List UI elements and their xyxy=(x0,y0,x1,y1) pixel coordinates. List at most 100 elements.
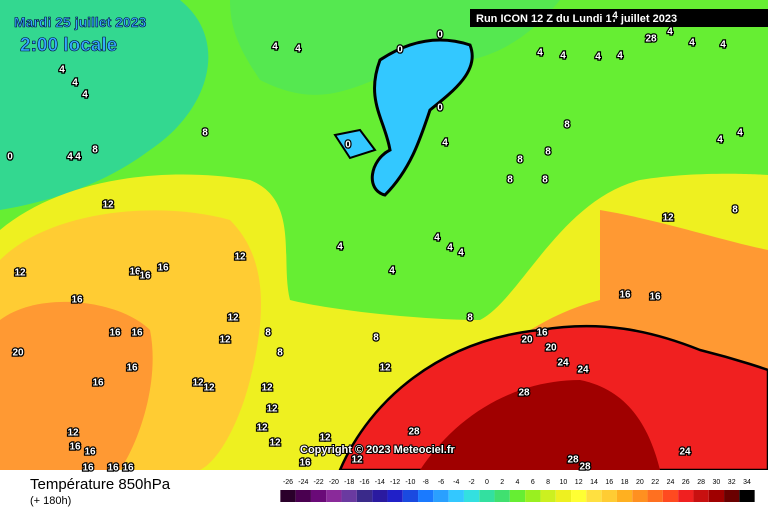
contour-label: 12 xyxy=(219,335,231,346)
contour-label: 4 xyxy=(720,40,726,51)
color-scale: -26 -24 -22 -20 -18 -16 -14 -12 -10 -8 -6 -4 -2 0 2 4 6 8… xyxy=(280,479,755,502)
scale-label: -16 xyxy=(359,479,369,486)
color-swatch xyxy=(356,490,373,502)
color-swatch xyxy=(341,490,357,502)
scale-label: 28 xyxy=(697,479,705,486)
contour-label: 8 xyxy=(545,147,551,158)
color-swatch xyxy=(739,490,755,502)
color-swatch xyxy=(678,490,694,502)
color-swatch xyxy=(555,490,572,502)
color-swatch xyxy=(693,490,709,502)
contour-label: 4 xyxy=(442,138,448,149)
extreme-region xyxy=(420,380,660,470)
contour-label: 4 xyxy=(75,152,81,163)
valid-time: 2:00 locale xyxy=(20,35,117,56)
contour-label: 12 xyxy=(266,404,278,415)
contour-label: 12 xyxy=(102,200,114,211)
contour-label: 16 xyxy=(131,328,143,339)
contour-label: 12 xyxy=(269,438,281,449)
run-banner xyxy=(470,9,768,27)
scale-label: 0 xyxy=(485,479,489,486)
copyright: Copyright © 2023 Meteociel.fr xyxy=(300,444,456,456)
run-info: Run ICON 12 Z du Lundi 17 juillet 2023 xyxy=(476,13,677,25)
color-swatch xyxy=(387,490,403,502)
color-swatch xyxy=(433,490,449,502)
contour-label: 16 xyxy=(299,458,311,469)
color-swatch xyxy=(418,490,434,502)
contour-label: 8 xyxy=(542,175,548,186)
contour-label: 4 xyxy=(612,11,618,22)
contour-label: 16 xyxy=(84,447,96,458)
contour-label: 16 xyxy=(92,378,104,389)
color-swatch xyxy=(525,490,541,502)
contour-label: 4 xyxy=(595,52,601,63)
contour-label: 16 xyxy=(157,263,169,274)
contour-label: 16 xyxy=(82,463,94,474)
contour-label: 0 xyxy=(437,103,443,114)
contour-label: 4 xyxy=(67,152,73,163)
valid-date: Mardi 25 juillet 2023 xyxy=(14,14,146,30)
contour-label: 4 xyxy=(458,248,464,259)
scale-label: -24 xyxy=(298,479,308,486)
scale-label: 14 xyxy=(590,479,598,486)
color-swatch xyxy=(601,490,617,502)
scale-label: 34 xyxy=(743,479,751,486)
contour-label: 4 xyxy=(717,135,723,146)
contour-label: 16 xyxy=(139,271,151,282)
contour-label: 12 xyxy=(319,433,331,444)
color-swatch xyxy=(402,490,419,502)
color-swatch xyxy=(295,490,311,502)
contour-label: 4 xyxy=(689,38,695,49)
color-swatch xyxy=(708,490,725,502)
color-swatch xyxy=(310,490,327,502)
scale-label: 30 xyxy=(713,479,721,486)
cold-region xyxy=(0,0,209,210)
color-swatch xyxy=(326,490,342,502)
cold-pool-small xyxy=(333,128,377,160)
cold-pool xyxy=(370,38,474,197)
contour-label: 16 xyxy=(69,442,81,453)
contour-label: 16 xyxy=(126,363,138,374)
color-swatch xyxy=(540,490,556,502)
contour-label: 4 xyxy=(737,128,743,139)
contour-label: 4 xyxy=(537,48,543,59)
color-swatch xyxy=(586,490,602,502)
contour-label: 12 xyxy=(227,313,239,324)
color-swatch xyxy=(479,490,495,502)
contour-label: 8 xyxy=(507,175,513,186)
scale-label: -4 xyxy=(453,479,459,486)
scale-label: 22 xyxy=(651,479,659,486)
scale-label: 24 xyxy=(667,479,675,486)
contour-label: 16 xyxy=(107,463,119,474)
color-swatch xyxy=(509,490,526,502)
contour-label: 12 xyxy=(67,428,79,439)
contour-label: 12 xyxy=(192,378,204,389)
contour-label: 4 xyxy=(337,242,343,253)
color-swatch xyxy=(571,490,587,502)
contour-label: 16 xyxy=(536,328,548,339)
contour-label: 4 xyxy=(434,233,440,244)
scale-label: -6 xyxy=(438,479,444,486)
contour-label: 20 xyxy=(12,348,24,359)
footer-title: Température 850hPa xyxy=(30,476,171,493)
contour-label: 4 xyxy=(389,266,395,277)
scale-label: 32 xyxy=(728,479,736,486)
contour-label: 4 xyxy=(82,90,88,101)
contour-label: 8 xyxy=(202,128,208,139)
color-swatch xyxy=(494,490,510,502)
contour-label: 4 xyxy=(295,44,301,55)
contour-label: 12 xyxy=(203,383,215,394)
contour-label: 24 xyxy=(557,358,569,369)
contour-label: 8 xyxy=(277,348,283,359)
contour-label: 4 xyxy=(617,51,623,62)
contour-label: 0 xyxy=(437,30,443,41)
contour-label: 12 xyxy=(379,363,391,374)
scale-label: 4 xyxy=(516,479,520,486)
scale-label: -14 xyxy=(375,479,385,486)
contour-label: 16 xyxy=(122,463,134,474)
scale-label: 16 xyxy=(605,479,613,486)
contour-label: 12 xyxy=(351,455,363,466)
contour-label: 12 xyxy=(256,423,268,434)
